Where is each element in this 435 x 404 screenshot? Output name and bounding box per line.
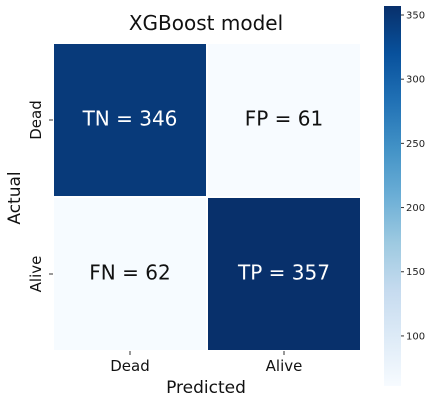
cell-label-0-1: FP = 61 <box>245 107 324 131</box>
colorbar-tick-label-1: 150 <box>406 267 425 278</box>
x-axis-label: Predicted <box>166 378 246 398</box>
cell-label-1-0: FN = 62 <box>89 261 170 285</box>
cell-label-0-0: TN = 346 <box>82 107 178 131</box>
colorbar-ticks: 100 150 200 250 300 350 <box>401 10 425 342</box>
colorbar-tick-label-3: 250 <box>406 139 425 150</box>
x-axis-ticks: Dead Alive <box>110 351 302 375</box>
y-tick-label-0: Dead <box>27 100 45 140</box>
colorbar-tick-label-2: 200 <box>406 203 425 214</box>
cell-label-1-1: TP = 357 <box>237 261 330 285</box>
y-axis-label: Actual <box>5 171 25 224</box>
heatmap-cells <box>53 43 361 351</box>
x-tick-label-0: Dead <box>110 357 150 375</box>
colorbar-gradient <box>384 6 401 386</box>
colorbar-tick-label-0: 100 <box>406 331 425 342</box>
colorbar-tick-label-4: 300 <box>406 75 425 86</box>
x-tick-label-1: Alive <box>266 357 303 375</box>
y-axis-ticks: Dead Alive <box>27 100 53 292</box>
y-tick-label-1: Alive <box>27 256 45 293</box>
colorbar-tick-label-5: 350 <box>406 10 425 21</box>
colorbar: 100 150 200 250 300 350 <box>384 6 425 386</box>
chart-title: XGBoost model <box>129 11 283 35</box>
